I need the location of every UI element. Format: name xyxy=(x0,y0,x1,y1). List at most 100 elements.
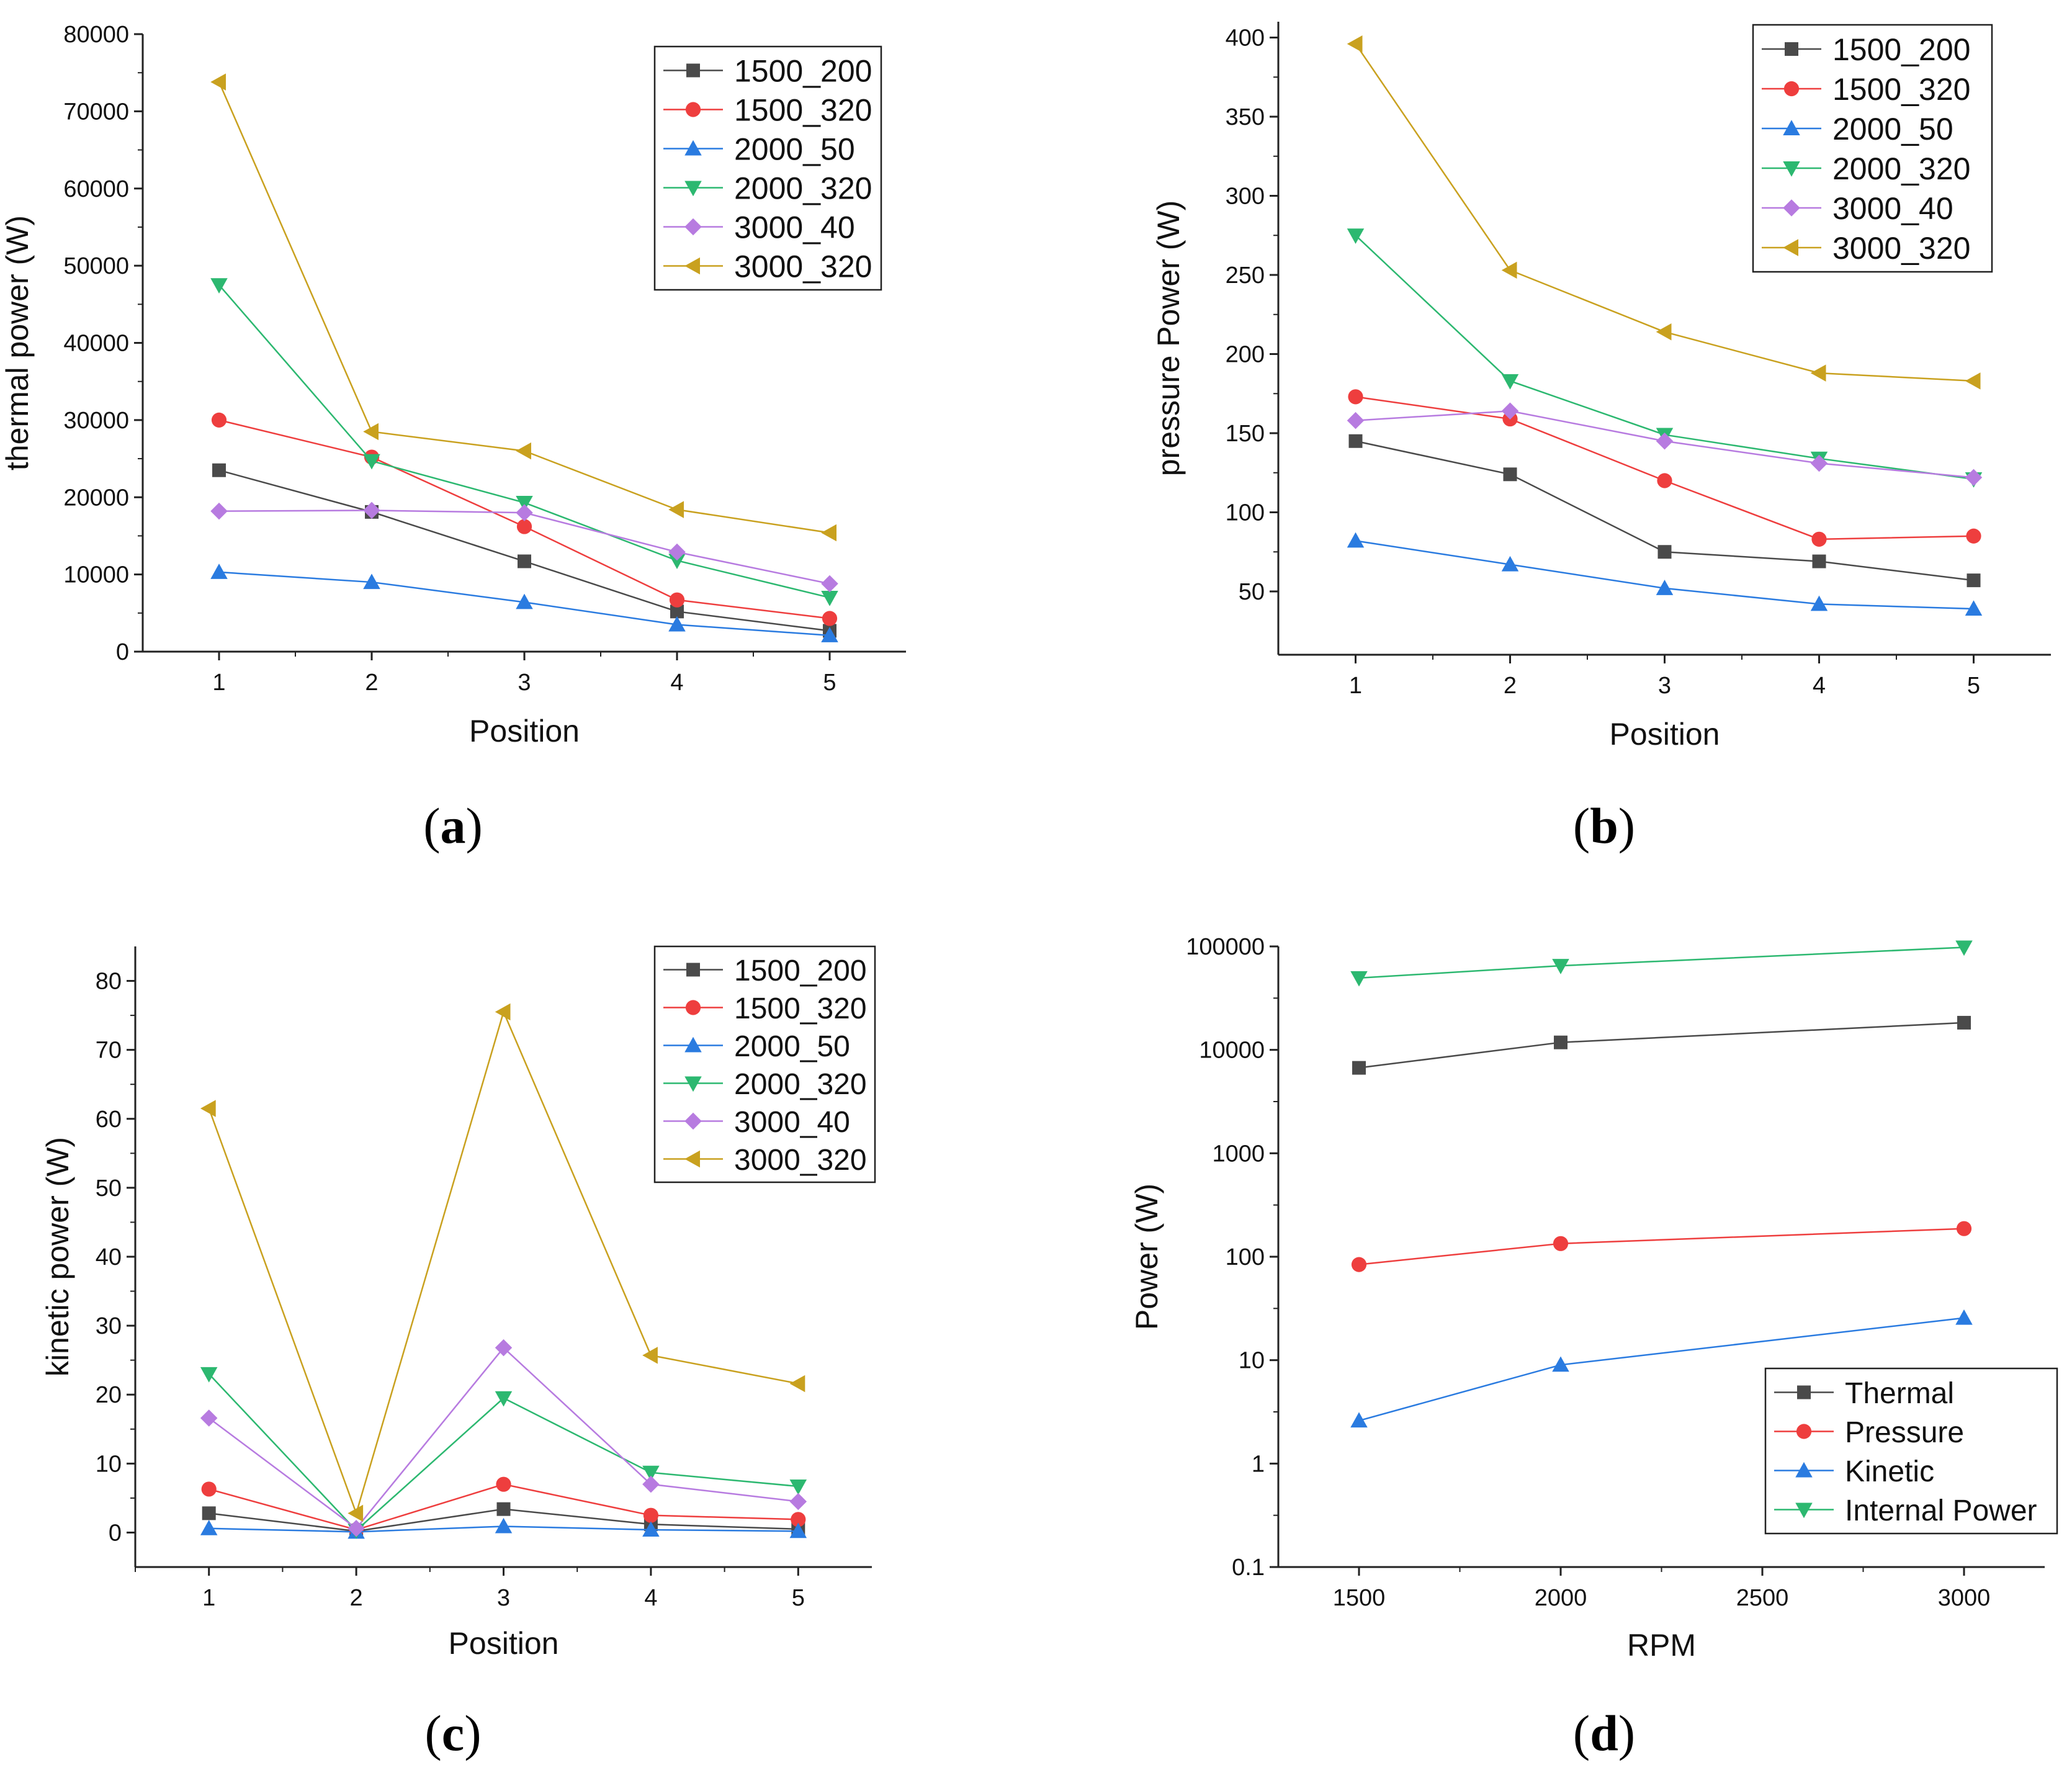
y-tick-label-b: 200 xyxy=(1226,342,1265,368)
chart-b: 50 100 150 200 250 300 350 400 1 2 3 4 5 Position pres… xyxy=(1151,22,2051,752)
data-point-c-3000_40 xyxy=(642,1475,660,1493)
series-line-b-1500_320 xyxy=(1355,396,1974,541)
x-tick-label-a: 1 xyxy=(212,670,225,696)
legend-a: 1500_200 1500_320 2000_50 2000_320 3000_40 30… xyxy=(653,45,882,291)
data-point-a-3000_320 xyxy=(668,501,684,518)
data-point-b-3000_40 xyxy=(1965,469,1983,487)
legend-marker-c xyxy=(684,1036,702,1053)
y-tick-label-a: 80000 xyxy=(63,22,129,48)
data-point-b-2000_320 xyxy=(1347,228,1365,244)
y-tick-label-a: 40000 xyxy=(63,331,129,357)
panel-letter-d: d xyxy=(1590,1705,1618,1761)
legend-marker-b xyxy=(1783,120,1800,135)
y-tick-label-b: 150 xyxy=(1226,421,1265,447)
legend-label-c: 2000_50 xyxy=(734,1030,850,1063)
legend-marker-d xyxy=(1796,1424,1812,1439)
data-point-c-1500_320 xyxy=(791,1512,806,1527)
data-point-a-2000_320 xyxy=(363,454,380,470)
data-point-c-3000_320 xyxy=(789,1375,805,1393)
x-tick-label-a: 3 xyxy=(518,670,531,696)
data-point-c-1500_200 xyxy=(202,1506,216,1520)
data-point-a-1500_200 xyxy=(212,463,226,477)
data-point-a-2000_320 xyxy=(668,554,686,569)
x-tick-label-c: 5 xyxy=(792,1585,805,1611)
data-point-d-Pressure xyxy=(1351,1257,1367,1272)
x-axis-title-c: Position xyxy=(449,1626,559,1661)
data-point-c-2000_320 xyxy=(789,1480,807,1495)
y-tick-label-c: 20 xyxy=(96,1382,122,1408)
data-point-d-Pressure xyxy=(1553,1236,1569,1251)
data-point-c-1500_320 xyxy=(496,1476,511,1492)
series-line-a-2000_320 xyxy=(218,284,830,599)
y-tick-label-b: 100 xyxy=(1226,500,1265,526)
data-point-a-2000_320 xyxy=(210,278,228,294)
data-point-b-2000_50 xyxy=(1965,600,1983,616)
x-tick-label-a: 2 xyxy=(365,670,378,696)
chart-c: 0 10 20 30 40 50 60 70 80 1 2 3 4 5 Position kinetic po… xyxy=(40,945,876,1661)
data-point-a-3000_40 xyxy=(210,502,228,520)
data-point-b-3000_40 xyxy=(1810,454,1828,472)
legend-label-b: 1500_200 xyxy=(1832,32,1970,67)
y-tick-label-c: 60 xyxy=(96,1107,122,1133)
data-point-a-3000_320 xyxy=(821,524,836,542)
data-point-a-1500_200 xyxy=(518,554,531,568)
data-point-c-3000_320 xyxy=(495,1003,511,1021)
y-axis-title-d: Power (W) xyxy=(1129,1183,1164,1330)
y-tick-label-c: 30 xyxy=(96,1313,122,1339)
x-tick-label-c: 2 xyxy=(350,1585,363,1611)
legend-box-d xyxy=(1764,1367,2058,1535)
data-point-a-3000_40 xyxy=(668,543,686,561)
series-line-b-1500_200 xyxy=(1355,440,1974,582)
x-axis-title-b: Position xyxy=(1610,717,1720,752)
data-point-a-3000_40 xyxy=(516,504,533,521)
legend-marker-c xyxy=(686,963,700,977)
data-point-d-Kinetic xyxy=(1955,1309,1973,1325)
data-point-b-3000_40 xyxy=(1347,411,1365,429)
data-point-c-1500_200 xyxy=(496,1502,511,1516)
legend-label-c: 3000_320 xyxy=(734,1144,867,1177)
series-line-d-Thermal xyxy=(1358,1022,1965,1069)
legend-marker-a xyxy=(685,102,701,117)
data-point-b-1500_320 xyxy=(1966,528,1981,544)
data-point-d-Thermal xyxy=(1352,1061,1366,1075)
y-tick-label-a: 20000 xyxy=(63,485,129,511)
x-tick-label-b: 4 xyxy=(1813,673,1826,699)
y-tick-label-c: 50 xyxy=(96,1175,122,1201)
data-point-c-3000_320 xyxy=(642,1347,658,1364)
data-point-b-1500_200 xyxy=(1812,554,1826,568)
legend-label-d: Pressure xyxy=(1845,1416,1964,1449)
legend-marker-b xyxy=(1785,42,1798,56)
legend-label-b: 3000_320 xyxy=(1832,231,1970,266)
data-point-b-1500_200 xyxy=(1503,467,1517,482)
legend-marker-b xyxy=(1783,81,1800,97)
data-point-a-2000_320 xyxy=(821,590,838,606)
data-point-a-2000_50 xyxy=(210,564,228,579)
legend-marker-c xyxy=(684,1076,702,1092)
y-tick-label-b: 50 xyxy=(1239,579,1265,605)
panel-label-b: (b) xyxy=(1573,797,1635,854)
data-point-a-3000_320 xyxy=(516,442,531,460)
x-tick-label-c: 3 xyxy=(497,1585,510,1611)
y-tick-label-d: 1000 xyxy=(1212,1141,1265,1167)
y-tick-label-c: 10 xyxy=(96,1451,122,1477)
x-tick-label-b: 5 xyxy=(1967,673,1980,699)
x-tick-label-a: 5 xyxy=(823,670,836,696)
legend-marker-b xyxy=(1783,239,1798,256)
x-tick-label-d: 1500 xyxy=(1333,1585,1386,1611)
data-point-c-2000_50 xyxy=(642,1521,660,1537)
legend-marker-d xyxy=(1795,1502,1813,1519)
data-point-c-3000_320 xyxy=(348,1504,364,1522)
data-point-c-2000_50 xyxy=(789,1522,807,1538)
legend-label-d: Kinetic xyxy=(1845,1455,1934,1488)
data-point-b-2000_50 xyxy=(1501,555,1519,572)
legend-marker-d xyxy=(1795,1462,1813,1478)
y-tick-label-b: 300 xyxy=(1226,184,1265,210)
data-point-b-2000_320 xyxy=(1501,374,1519,390)
y-tick-label-a: 50000 xyxy=(63,253,129,279)
data-point-b-1500_320 xyxy=(1811,531,1827,547)
legend-marker-c xyxy=(685,1000,701,1015)
x-tick-label-b: 2 xyxy=(1504,673,1517,699)
data-point-c-2000_320 xyxy=(495,1391,513,1407)
legend-label-a: 3000_40 xyxy=(734,210,855,245)
